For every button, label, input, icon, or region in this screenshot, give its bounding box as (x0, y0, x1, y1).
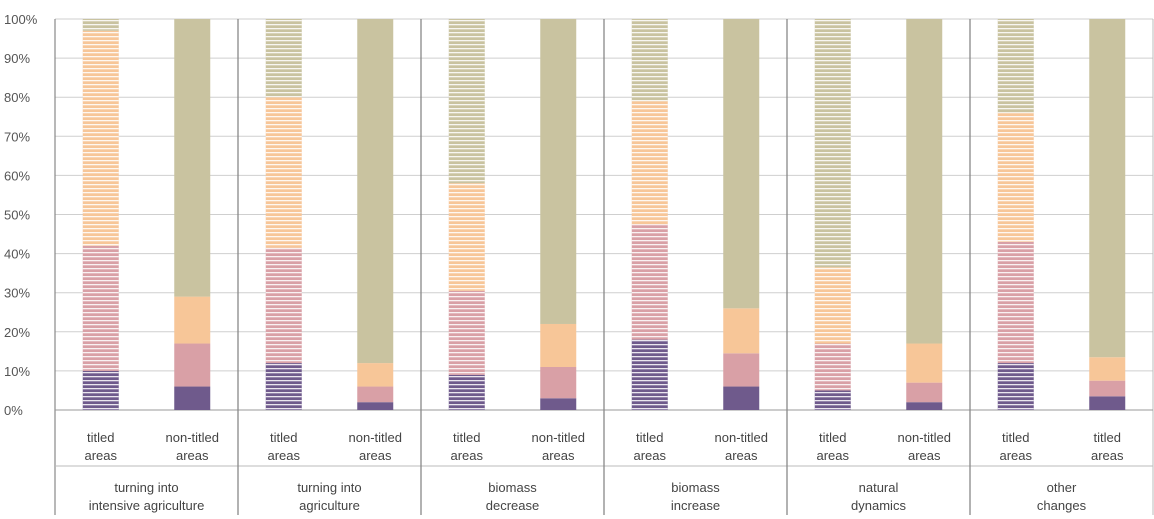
bar-segment-hatching (448, 374, 485, 410)
bar-segment-hatching (448, 290, 485, 375)
column-label: titled (453, 430, 480, 445)
y-tick-label: 70% (4, 129, 30, 144)
bar-segment-hatching (997, 19, 1034, 113)
bar-segment-hatching (631, 224, 668, 340)
bar-segment (540, 19, 577, 324)
bar-segment-hatching (82, 245, 119, 371)
column-label: titled (87, 430, 114, 445)
bar-segment-hatching (631, 339, 668, 410)
bar-segment-hatching (82, 30, 119, 246)
bar-segment (540, 323, 577, 367)
group-label: dynamics (851, 498, 906, 513)
group-label: biomass (488, 480, 537, 495)
column-label: areas (725, 448, 758, 463)
bar-segment (906, 19, 943, 344)
bar-segment (174, 296, 211, 344)
group-label: turning into (297, 480, 361, 495)
column-label: non-titled (715, 430, 768, 445)
bar-segment-hatching (814, 390, 851, 410)
y-tick-label: 30% (4, 286, 30, 301)
bar-segment (1089, 396, 1126, 410)
bar-segment-hatching (265, 97, 302, 248)
bar-segment-hatching (631, 101, 668, 225)
bar-segment-hatching (814, 267, 851, 344)
y-tick-label: 100% (4, 12, 38, 27)
bar-segment (906, 343, 943, 383)
bar-segment-hatching (82, 370, 119, 410)
column-label: areas (542, 448, 575, 463)
bar-segment-hatching (997, 241, 1034, 364)
bar-segment-hatching (265, 363, 302, 410)
bar-segment (357, 363, 394, 387)
bar-segment-hatching (997, 112, 1034, 242)
bar-segment-hatching (265, 247, 302, 364)
group-label: turning into (114, 480, 178, 495)
bar-segment-hatching (448, 19, 485, 184)
column-label: areas (816, 448, 849, 463)
column-label: areas (176, 448, 209, 463)
group-label: changes (1037, 498, 1087, 513)
bar-segment (357, 386, 394, 403)
bar-segment-hatching (631, 19, 668, 102)
column-label: areas (1091, 448, 1124, 463)
bar-segment (1089, 357, 1126, 381)
column-label: areas (999, 448, 1032, 463)
bar-segment (540, 398, 577, 410)
bar-segment (357, 19, 394, 364)
bar-segment-hatching (814, 19, 851, 268)
y-tick-label: 60% (4, 168, 30, 183)
bar-segment (723, 353, 760, 387)
column-label: titled (270, 430, 297, 445)
bar-segment (357, 402, 394, 410)
bar-segment-hatching (265, 19, 302, 98)
bar-segment (540, 366, 577, 399)
bar-segment (723, 19, 760, 309)
bar-segment (723, 308, 760, 354)
column-label: areas (450, 448, 483, 463)
bar-segment (723, 386, 760, 410)
column-label: areas (359, 448, 392, 463)
bar-segment (174, 19, 211, 297)
bar-segment (174, 343, 211, 387)
bar-segment (174, 386, 211, 410)
y-tick-label: 20% (4, 325, 30, 340)
group-label: decrease (486, 498, 539, 513)
column-label: areas (633, 448, 666, 463)
group-label: agriculture (299, 498, 360, 513)
group-label: other (1047, 480, 1077, 495)
column-label: non-titled (166, 430, 219, 445)
bar-segment (1089, 19, 1126, 358)
bar-segment-hatching (448, 183, 485, 291)
y-tick-label: 50% (4, 208, 30, 223)
column-label: non-titled (532, 430, 585, 445)
column-label: areas (908, 448, 941, 463)
column-label: non-titled (349, 430, 402, 445)
y-tick-label: 90% (4, 51, 30, 66)
column-label: titled (1094, 430, 1121, 445)
column-label: areas (267, 448, 300, 463)
group-label: increase (671, 498, 720, 513)
y-tick-label: 40% (4, 247, 30, 262)
bar-segment-hatching (82, 19, 119, 31)
bar-segment (1089, 380, 1126, 397)
group-label: natural (859, 480, 899, 495)
y-tick-label: 80% (4, 90, 30, 105)
bar-segment-hatching (814, 343, 851, 391)
group-label: intensive agriculture (89, 498, 205, 513)
bar-segment (906, 402, 943, 410)
y-tick-label: 0% (4, 403, 23, 418)
y-tick-label: 10% (4, 364, 30, 379)
group-label: biomass (671, 480, 720, 495)
column-label: titled (1002, 430, 1029, 445)
column-label: titled (636, 430, 663, 445)
bar-segment-hatching (997, 363, 1034, 410)
column-label: areas (84, 448, 117, 463)
column-label: titled (819, 430, 846, 445)
column-label: non-titled (898, 430, 951, 445)
bar-segment (906, 382, 943, 403)
